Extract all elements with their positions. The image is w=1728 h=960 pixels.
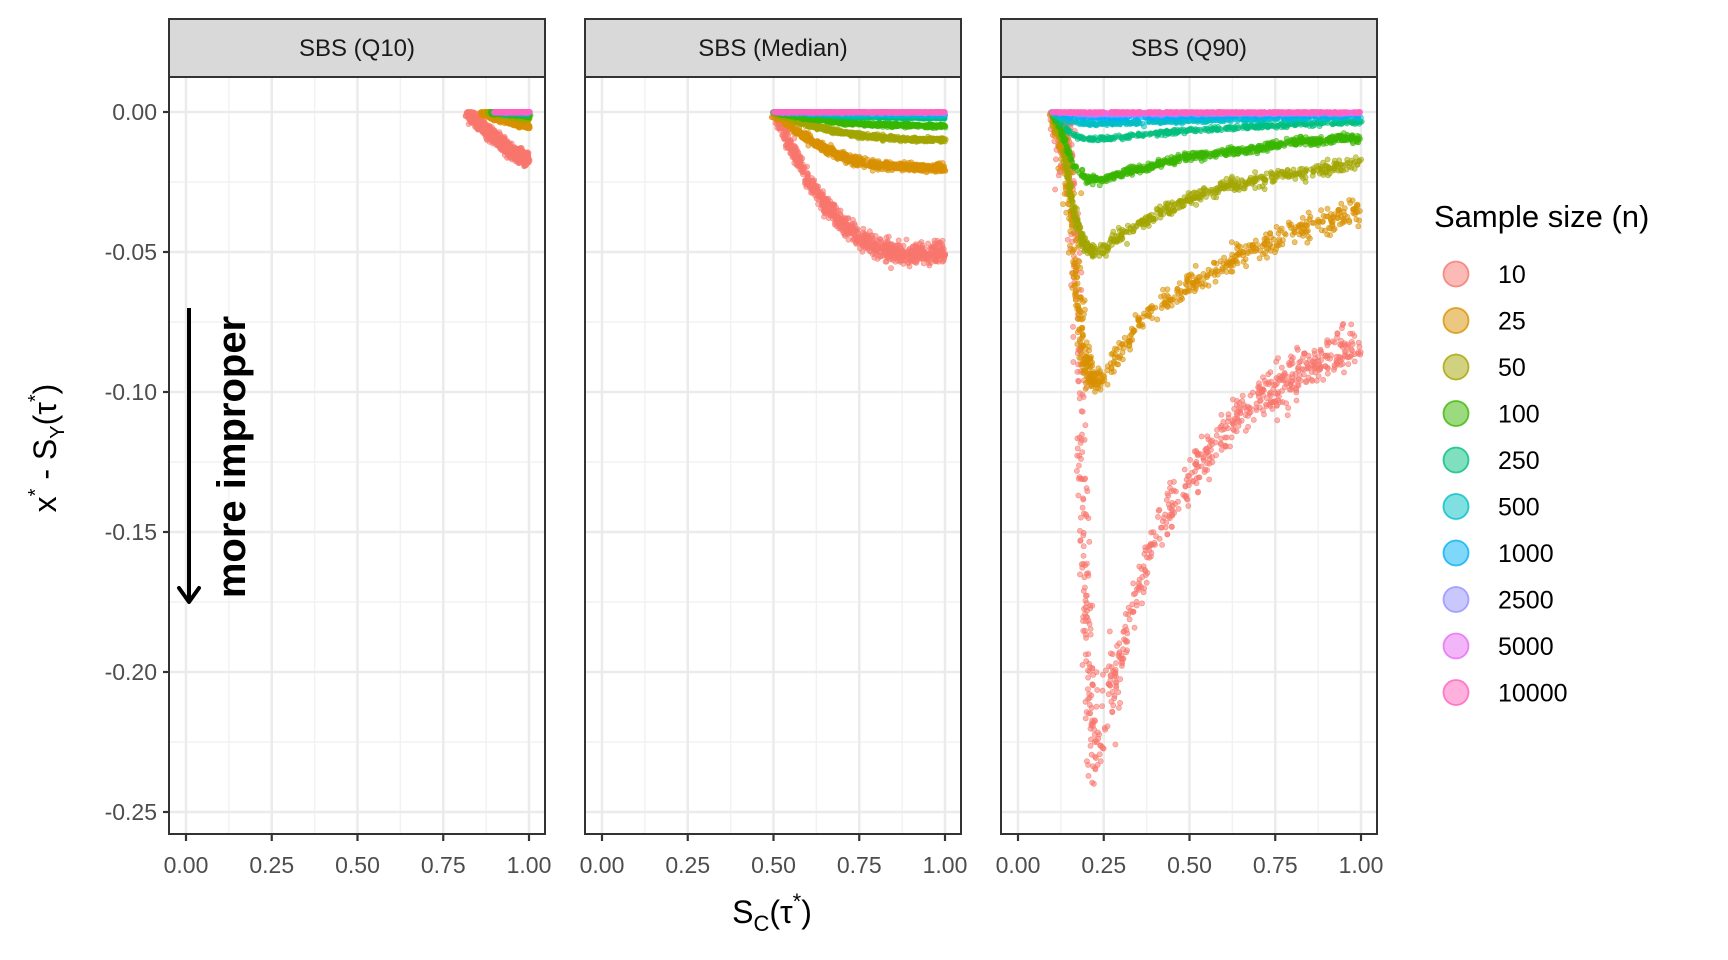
data-point <box>501 148 508 155</box>
data-point <box>465 121 472 127</box>
y-tick-label: -0.10 <box>105 379 157 405</box>
data-point <box>474 124 481 130</box>
points-layer <box>462 109 534 170</box>
data-point <box>482 134 489 141</box>
facet-panel-1: SBS (Q10)0.00 0.25 0.50 0.75 1.00 <box>164 18 551 878</box>
data-point <box>491 132 498 139</box>
data-point <box>503 140 509 146</box>
data-point <box>525 123 532 129</box>
data-point <box>468 112 475 119</box>
y-tick-label: -0.25 <box>105 799 157 825</box>
data-point <box>479 126 486 133</box>
y-axis: 0.00 -0.05 -0.10 -0.15 -0.20 -0.25 <box>105 99 169 825</box>
data-point <box>498 109 505 116</box>
data-point <box>497 139 504 146</box>
y-tick-label: -0.05 <box>105 239 157 265</box>
data-point <box>527 109 533 115</box>
y-tick-label: 0.00 <box>112 99 157 125</box>
data-point <box>523 162 529 169</box>
facet-strip-label: SBS (Q10) <box>299 35 415 62</box>
data-point <box>485 128 492 135</box>
series-n-10 <box>462 109 533 170</box>
data-point <box>518 154 525 161</box>
gridlines <box>169 77 545 834</box>
data-point <box>524 152 531 159</box>
y-tick-label: -0.15 <box>105 519 157 545</box>
data-point <box>521 109 528 115</box>
y-tick-label: -0.20 <box>105 659 157 685</box>
data-point <box>513 149 520 155</box>
data-point <box>508 147 514 153</box>
series-n-10000 <box>491 109 533 116</box>
